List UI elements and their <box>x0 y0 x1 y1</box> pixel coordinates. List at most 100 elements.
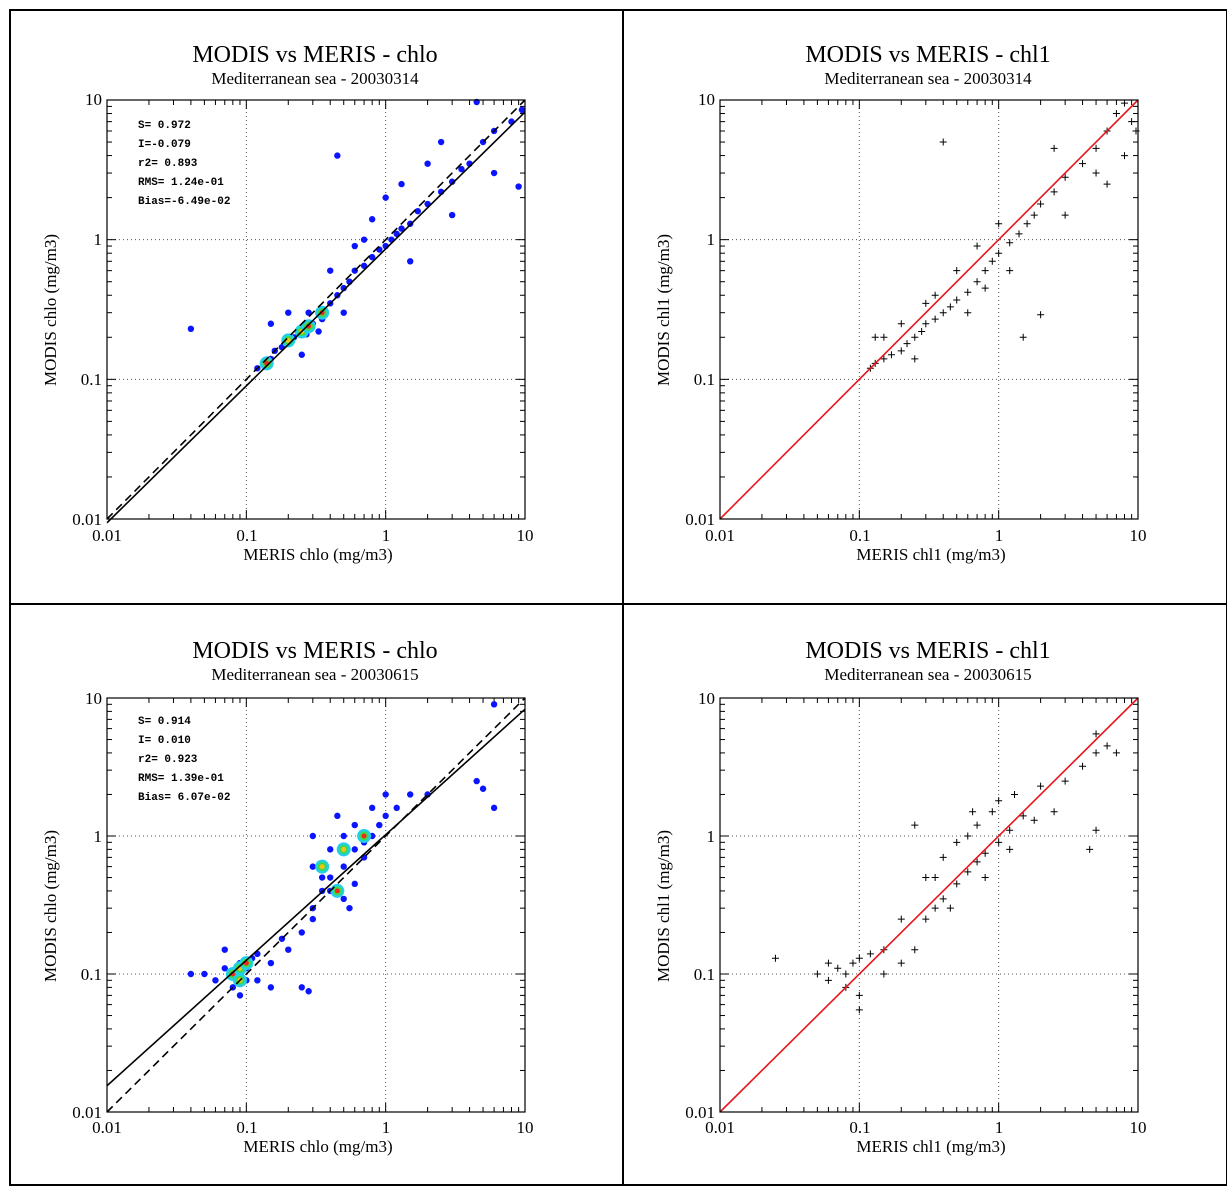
stat-intercept: I= 0.010 <box>138 735 191 747</box>
data-point-cross <box>973 821 981 829</box>
data-point <box>368 804 376 812</box>
data-point-cross <box>824 959 832 967</box>
stat-slope: S= 0.914 <box>138 716 191 728</box>
stats-box: S= 0.914 I= 0.010 r2= 0.923 RMS= 1.39e-0… <box>138 716 230 804</box>
data-point-cross <box>953 267 961 275</box>
data-point <box>221 946 228 953</box>
data-point <box>315 328 322 335</box>
data-point-cross <box>1061 777 1069 785</box>
regression-line <box>106 111 526 524</box>
data-point <box>212 977 219 984</box>
data-point <box>448 211 456 219</box>
data-point-cross <box>931 291 939 299</box>
plot-area <box>106 98 526 524</box>
y-tick-label: 0.1 <box>694 370 715 389</box>
data-point <box>318 874 326 881</box>
x-tick-label: 0.1 <box>849 526 870 545</box>
data-point-cross <box>939 138 947 146</box>
data-point <box>458 165 465 173</box>
data-point-cross <box>1112 749 1120 757</box>
data-point-cross <box>1092 169 1100 177</box>
data-point <box>334 812 341 820</box>
scatter-panel-chl1-20030314: MODIS vs MERIS - chl1 Mediterranean sea … <box>654 42 1147 564</box>
data-point-cross <box>953 838 961 846</box>
data-point-cross <box>834 964 842 972</box>
data-point <box>327 874 334 881</box>
data-point <box>490 169 498 177</box>
data-point-cross <box>995 220 1003 228</box>
data-point-cross <box>1092 730 1100 738</box>
scatter-panel-chlo-20030314: MODIS vs MERIS - chlo Mediterranean sea … <box>41 42 534 564</box>
data-point-cross <box>813 970 821 978</box>
data-point-cross <box>1037 200 1045 208</box>
data-point-cross <box>964 288 972 296</box>
data-point <box>407 791 414 798</box>
data-point-cross <box>911 333 919 341</box>
data-point-cross <box>973 278 981 286</box>
data-point-cross <box>995 249 1003 257</box>
data-point-cross <box>918 328 926 336</box>
data-point-cross <box>946 904 954 912</box>
plot-area <box>719 99 1140 520</box>
data-point-cross <box>1050 808 1058 816</box>
data-point-cross <box>931 315 939 323</box>
data-point <box>382 812 389 820</box>
data-point <box>267 984 275 991</box>
x-tick-label: 1 <box>995 1118 1004 1137</box>
data-point-cross <box>866 950 874 958</box>
x-tick-label: 0.1 <box>236 1118 257 1137</box>
data-point-cross <box>897 915 905 923</box>
data-point-cross <box>1120 99 1128 107</box>
data-point-cross <box>988 808 996 816</box>
data-point <box>309 915 317 923</box>
data-point-cross <box>964 309 972 317</box>
one-to-one-line <box>106 99 526 520</box>
density-cluster-high <box>319 864 325 870</box>
data-point <box>473 777 480 785</box>
data-point-cross <box>1037 311 1045 319</box>
data-point <box>187 325 195 333</box>
data-point-cross <box>995 838 1003 846</box>
data-point <box>340 863 347 870</box>
plot-area <box>106 697 526 1113</box>
data-point-cross <box>1037 782 1045 790</box>
stats-box: S= 0.972 I=-0.079 r2= 0.893 RMS= 1.24e-0… <box>138 120 230 208</box>
data-point <box>398 225 405 232</box>
data-point-cross <box>939 853 947 861</box>
plot-frame <box>106 697 526 1113</box>
chart-subtitle: Mediterranean sea - 20030615 <box>211 665 418 684</box>
data-point-cross <box>1120 152 1128 160</box>
data-point-cross <box>953 296 961 304</box>
data-point-cross <box>849 959 857 967</box>
data-point-cross <box>887 351 895 359</box>
y-tick-label: 0.01 <box>685 1103 715 1122</box>
data-point <box>398 180 405 188</box>
density-cluster-high <box>341 846 347 852</box>
chart-subtitle: Mediterranean sea - 20030314 <box>824 69 1032 88</box>
data-point <box>340 309 347 316</box>
x-axis-label: MERIS chlo (mg/m3) <box>243 1137 392 1156</box>
data-point-cross <box>981 284 989 292</box>
data-point-cross <box>842 970 850 978</box>
data-point-cross <box>922 299 930 307</box>
y-tick-label: 0.01 <box>72 510 102 529</box>
y-tick-label: 1 <box>707 827 716 846</box>
data-point-cross <box>855 1006 863 1014</box>
y-axis-label: MODIS chlo (mg/m3) <box>41 830 60 982</box>
chart-title: MODIS vs MERIS - chl1 <box>805 638 1050 664</box>
data-point-cross <box>964 832 972 840</box>
stat-rms: RMS= 1.39e-01 <box>138 773 224 785</box>
data-point-cross <box>981 849 989 857</box>
one-to-one-line <box>719 99 1139 520</box>
data-point <box>346 904 353 912</box>
data-point <box>327 267 334 274</box>
data-point-cross <box>1092 826 1100 834</box>
data-point <box>351 242 358 250</box>
x-axis-label: MERIS chl1 (mg/m3) <box>856 545 1005 564</box>
y-tick-label: 10 <box>698 689 715 708</box>
one-to-one-line <box>106 697 526 1113</box>
x-tick-label: 10 <box>1130 526 1147 545</box>
data-point-cross <box>1103 180 1111 188</box>
stat-slope: S= 0.972 <box>138 120 191 132</box>
data-point <box>518 106 526 114</box>
